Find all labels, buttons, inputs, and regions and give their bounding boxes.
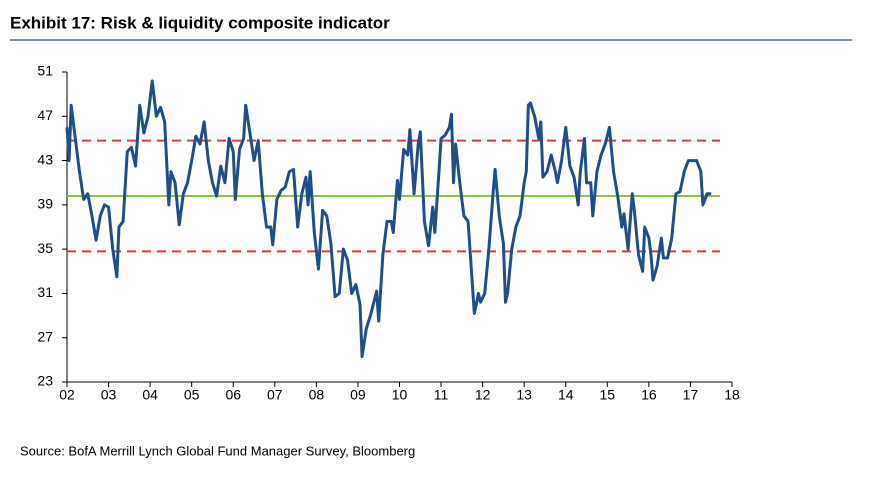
- x-tick-label: 13: [516, 387, 532, 403]
- y-tick-label: 51: [37, 63, 53, 79]
- data-line: [65, 79, 712, 359]
- x-tick-label: 10: [392, 387, 408, 403]
- x-tick-label: 16: [641, 387, 657, 403]
- y-tick-label: 23: [37, 373, 53, 389]
- x-tick-label: 02: [59, 387, 75, 403]
- x-tick-label: 08: [309, 387, 325, 403]
- chart-title: Exhibit 17: Risk & liquidity composite i…: [10, 13, 390, 32]
- source-note: Source: BofA Merrill Lynch Global Fund M…: [20, 443, 415, 458]
- y-tick-label: 27: [37, 328, 53, 344]
- x-tick-label: 14: [558, 387, 574, 403]
- x-tick-label: 15: [600, 387, 616, 403]
- x-tick-label: 03: [101, 387, 117, 403]
- x-tick-label: 04: [142, 387, 158, 403]
- x-tick-label: 11: [434, 387, 449, 403]
- y-tick-label: 43: [37, 151, 53, 167]
- x-tick-label: 09: [350, 387, 366, 403]
- y-tick-label: 35: [37, 240, 53, 256]
- x-tick-label: 05: [184, 387, 200, 403]
- y-tick-label: 47: [37, 107, 53, 123]
- y-tick-label: 39: [37, 196, 53, 212]
- x-tick-label: 12: [475, 387, 491, 403]
- x-tick-label: 07: [267, 387, 283, 403]
- y-tick-label: 31: [37, 284, 53, 300]
- x-tick-label: 18: [724, 387, 740, 403]
- x-tick-label: 06: [225, 387, 241, 403]
- x-tick-label: 17: [683, 387, 699, 403]
